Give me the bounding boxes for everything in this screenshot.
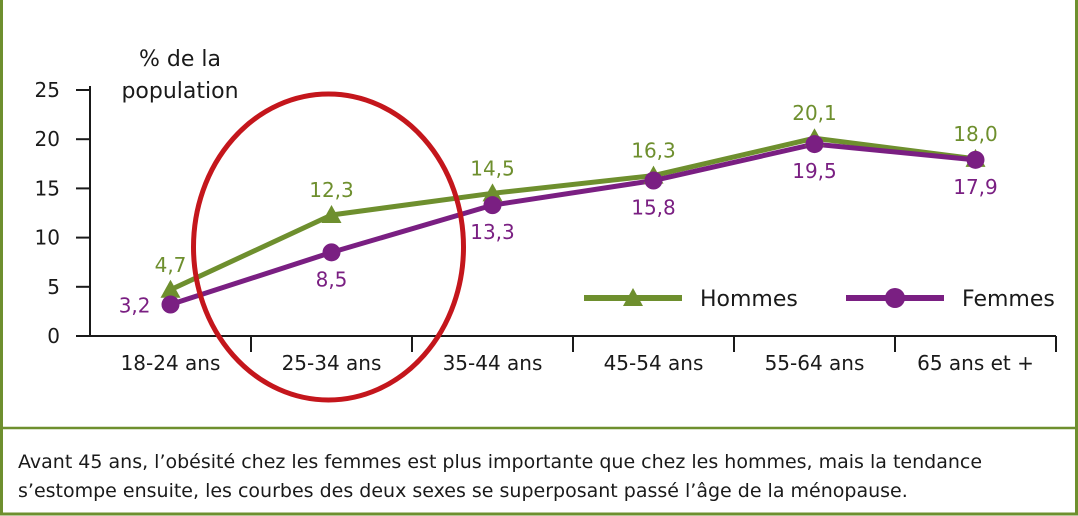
caption-line-1: Avant 45 ans, l’obésité chez les femmes … [18,451,983,473]
y-tick-label: 5 [47,275,60,299]
y-tick-label: 0 [47,324,60,348]
data-point-femmes [483,196,502,215]
series-line-femmes [169,141,976,307]
data-label-hommes: 14,5 [470,156,515,180]
x-tick-label: 18-24 ans [121,351,221,375]
data-point-femmes [805,135,824,154]
y-tick-label: 15 [35,176,60,200]
data-label-femmes: 17,9 [953,175,998,199]
data-label-hommes: 4,7 [155,253,187,277]
x-tick-label: 25-34 ans [282,351,382,375]
series-line-hommes [169,135,976,293]
x-tick-label: 65 ans et + [917,351,1034,375]
data-point-femmes [966,150,985,169]
data-label-femmes: 8,5 [316,267,348,291]
line-chart: % de la population 0 5 10 15 20 25 18-24 ans 25-3… [35,47,1057,403]
data-point-hommes [160,279,181,298]
caption-line-2: s’estompe ensuite, les courbes des deux … [18,480,908,502]
data-label-hommes: 18,0 [953,122,998,146]
data-point-femmes [322,243,341,262]
legend-label-hommes: Hommes [700,287,798,312]
chart-caption: Avant 45 ans, l’obésité chez les femmes … [18,448,1058,506]
legend-marker-hommes [623,288,643,306]
data-label-hommes: 20,1 [792,101,837,125]
y-tick-label: 25 [35,78,60,102]
x-tick-label: 35-44 ans [443,351,543,375]
data-point-femmes [644,171,663,190]
legend-marker-femmes [885,288,905,308]
data-point-femmes [161,295,180,314]
data-point-hommes [482,183,503,202]
y-tick-label: 10 [35,226,60,250]
data-label-hommes: 12,3 [309,178,354,202]
x-tick-label: 55-64 ans [765,351,865,375]
data-label-femmes: 15,8 [631,196,676,220]
x-tick-label: 45-54 ans [604,351,704,375]
y-axis-title-line: % de la [139,47,221,72]
data-label-femmes: 13,3 [470,220,515,244]
data-label-femmes: 3,2 [119,294,151,318]
highlight-ellipse [191,91,466,403]
data-label-femmes: 19,5 [792,159,837,183]
data-point-hommes [321,204,342,223]
data-label-hommes: 16,3 [631,139,676,163]
y-tick-label: 20 [35,127,60,151]
y-axis-title-line: population [121,79,238,104]
legend-label-femmes: Femmes [962,287,1055,312]
